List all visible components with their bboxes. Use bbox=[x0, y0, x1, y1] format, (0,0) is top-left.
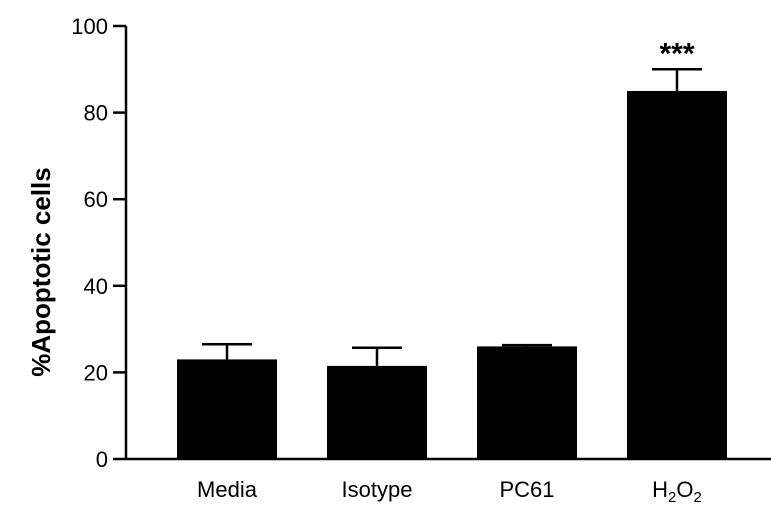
y-axis-label: %Apoptotic cells bbox=[26, 167, 56, 376]
y-tick-label: 80 bbox=[84, 101, 108, 126]
x-tick-label: H2O2 bbox=[652, 477, 702, 506]
bar bbox=[627, 90, 727, 459]
x-tick-label: Isotype bbox=[342, 477, 413, 502]
y-tick-label: 20 bbox=[84, 360, 108, 385]
x-axis: Media Isotype PC61 H2O2 bbox=[126, 457, 771, 506]
y-tick-label: 0 bbox=[96, 447, 108, 472]
y-tick-label: 60 bbox=[84, 187, 108, 212]
bar bbox=[477, 346, 577, 459]
bar bbox=[177, 359, 277, 459]
significance-label: *** bbox=[659, 37, 694, 70]
bars: *** bbox=[177, 37, 727, 459]
y-tick-label: 40 bbox=[84, 274, 108, 299]
bar bbox=[327, 365, 427, 459]
y-axis: 0 20 40 60 80 100 bbox=[71, 14, 128, 472]
x-tick-label: Media bbox=[197, 477, 258, 502]
x-tick-label: PC61 bbox=[499, 477, 554, 502]
y-tick-label: 100 bbox=[71, 14, 108, 39]
